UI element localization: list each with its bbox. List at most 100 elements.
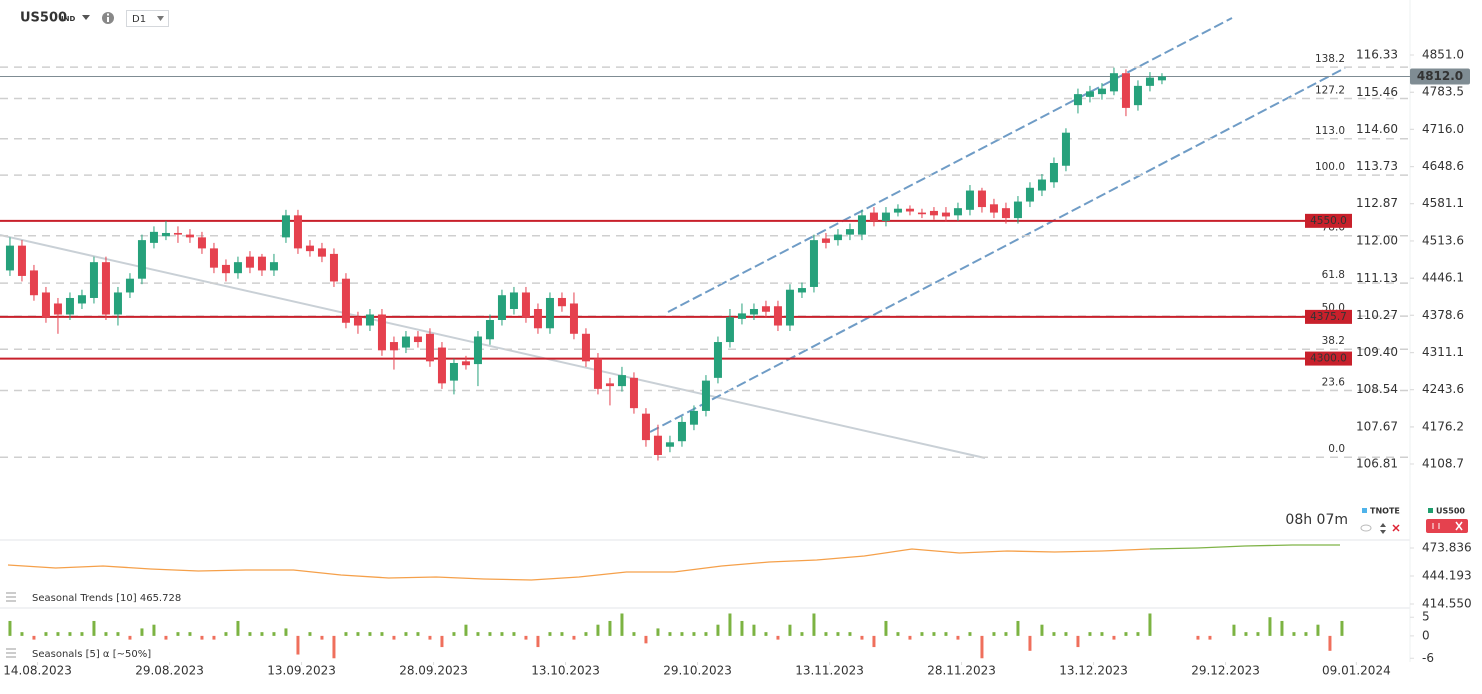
candle-body: [941, 212, 950, 217]
candle: [353, 311, 362, 334]
candle-body: [221, 264, 230, 274]
series-settings[interactable]: [1426, 519, 1468, 533]
candle: [497, 289, 506, 326]
x-tick-label: 28.11.2023: [927, 664, 996, 678]
candle-body: [461, 361, 470, 366]
candle-body: [77, 295, 86, 304]
histogram-bar: [860, 635, 864, 640]
candle: [893, 204, 902, 217]
fib-label: 0.0: [1328, 443, 1345, 455]
histogram-bar: [932, 632, 936, 636]
candle: [149, 226, 158, 249]
candle-body: [125, 278, 134, 293]
candle: [749, 303, 758, 321]
timeframe-dropdown: [157, 16, 164, 21]
histogram-bar: [752, 624, 756, 636]
seasonal-line: [1149, 544, 1340, 550]
candle-body: [857, 215, 866, 235]
remove-icon[interactable]: [1392, 524, 1400, 532]
fib-label: 100.0: [1315, 161, 1345, 173]
candle-body: [341, 278, 350, 323]
candle-body: [665, 442, 674, 447]
x-tick-label: 13.10.2023: [531, 664, 600, 678]
histogram-bar: [1316, 624, 1320, 636]
histogram-bar: [1076, 635, 1080, 648]
x-tick-label: 09.01.2024: [1322, 664, 1391, 678]
histogram-bar: [1016, 620, 1020, 636]
y-tick-label: 112.00: [1356, 234, 1398, 248]
panel-title: Seasonal Trends [10] 465.728: [32, 593, 181, 604]
candle-body: [917, 212, 926, 215]
candle-body: [737, 313, 746, 319]
histogram-bar: [512, 632, 516, 636]
info-icon-glyph: [107, 13, 109, 16]
candle: [665, 435, 674, 453]
candle-body: [473, 336, 482, 365]
histogram-bar: [992, 632, 996, 636]
candle: [509, 286, 518, 315]
y-tick-label: 473.836: [1422, 540, 1472, 554]
candle: [1085, 85, 1094, 103]
histogram-bar: [332, 635, 336, 659]
move-down-icon[interactable]: [1380, 530, 1386, 534]
candle-body: [581, 333, 590, 362]
candle-body: [1157, 76, 1166, 81]
candle-body: [65, 297, 74, 315]
x-tick-label: 29.08.2023: [135, 664, 204, 678]
panel-menu-icon[interactable]: [6, 592, 16, 602]
symbol-dropdown[interactable]: [82, 15, 90, 20]
move-up-icon[interactable]: [1380, 523, 1386, 527]
histogram-bar: [1268, 617, 1272, 636]
histogram-bar: [488, 632, 492, 636]
candle: [1037, 174, 1046, 197]
candle: [821, 232, 830, 249]
level-tag: [1305, 351, 1352, 366]
candle: [1121, 69, 1130, 117]
candle: [617, 366, 626, 392]
candle: [965, 185, 974, 216]
candle-body: [749, 308, 758, 315]
candle-body: [257, 256, 266, 271]
y-tick-label: 4581.1: [1422, 196, 1464, 210]
candle-body: [1013, 201, 1022, 219]
visibility-icon[interactable]: [1360, 524, 1372, 532]
candle-body: [185, 234, 194, 238]
candle: [377, 308, 386, 356]
last-price-tag: [1410, 68, 1470, 85]
remove-icon[interactable]: [1455, 521, 1463, 531]
histogram-bar: [704, 632, 708, 636]
candle: [233, 256, 242, 279]
candle: [605, 377, 614, 406]
candle: [17, 240, 26, 282]
candle: [437, 342, 446, 389]
histogram-bar: [356, 632, 360, 636]
x-tick-label: 29.10.2023: [663, 664, 732, 678]
fib-label: 113.0: [1315, 125, 1345, 137]
candle: [917, 208, 926, 219]
candle: [773, 300, 782, 332]
candle: [809, 234, 818, 293]
candle: [461, 355, 470, 370]
symbol[interactable]: US500: [20, 11, 67, 26]
y-tick-label: 4851.0: [1422, 48, 1464, 62]
histogram-bar: [1040, 624, 1044, 636]
candle-body: [1001, 208, 1010, 219]
candle-body: [17, 245, 26, 276]
candle-body: [497, 295, 506, 321]
fib-label: 127.2: [1315, 85, 1345, 97]
candle: [905, 205, 914, 216]
candle-body: [605, 383, 614, 387]
panel-menu-icon[interactable]: [6, 648, 16, 658]
histogram-bar: [656, 628, 660, 636]
candle: [389, 336, 398, 370]
candle-body: [137, 240, 146, 279]
timeframe-select[interactable]: [126, 10, 169, 27]
candle: [41, 286, 50, 323]
candle: [281, 209, 290, 243]
histogram-bar: [500, 632, 504, 636]
histogram-bar: [200, 635, 204, 640]
histogram-bar: [308, 632, 312, 636]
histogram-bar: [236, 620, 240, 636]
candle-body: [701, 380, 710, 411]
level-label: 4300.0: [1310, 353, 1347, 365]
